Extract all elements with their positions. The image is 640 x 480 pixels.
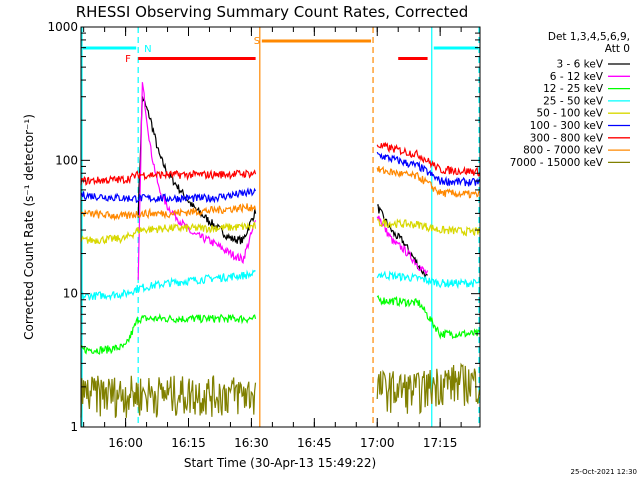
legend-header-detectors: Det 1,3,4,5,6,9,	[548, 31, 630, 43]
series-line-2-segment-0	[80, 313, 257, 355]
series-line-1-segment-1	[376, 215, 429, 276]
legend-entry-label: 6 - 12 keV	[550, 71, 604, 83]
legend-entry-label: 7000 - 15000 keV	[510, 157, 604, 169]
y-tick-label: 100	[55, 153, 78, 167]
series-line-1-segment-0	[137, 82, 257, 280]
x-tick-label: 16:30	[234, 436, 269, 450]
x-tick-label: 17:00	[360, 436, 395, 450]
plot-area: S F N	[80, 27, 481, 427]
x-tick-label: 17:15	[423, 436, 458, 450]
series-line-6-segment-0	[80, 169, 257, 186]
y-axis-label: Corrected Count Rate (s⁻¹ detector⁻¹)	[22, 114, 36, 340]
x-tick-label: 16:45	[297, 436, 332, 450]
legend-entry-label: 25 - 50 keV	[543, 95, 604, 107]
legend-entry-label: 50 - 100 keV	[536, 108, 603, 120]
series-line-0-segment-1	[377, 204, 428, 279]
series-line-8-segment-0	[80, 375, 257, 418]
series-line-2-segment-1	[376, 294, 481, 340]
x-tick-label: 16:15	[171, 436, 206, 450]
series-line-0-segment-0	[137, 96, 257, 245]
y-tick-label: 10	[63, 287, 78, 301]
legend-entry-label: 100 - 300 keV	[530, 120, 604, 132]
x-tick-label: 16:00	[108, 436, 143, 450]
series-line-3-segment-1	[376, 270, 481, 290]
series-line-4-segment-1	[376, 217, 481, 237]
chart-title: RHESSI Observing Summary Count Rates, Co…	[76, 3, 469, 21]
x-axis: 16:00 16:15 16:30 16:45 17:00 17:15	[83, 27, 462, 450]
series-line-5-segment-0	[80, 186, 257, 204]
series-line-3-segment-0	[80, 269, 256, 302]
legend-entry-label: 800 - 7000 keV	[523, 145, 604, 157]
night-label: N	[144, 44, 151, 55]
y-tick-label: 1000	[47, 20, 78, 34]
series-line-4-segment-0	[80, 221, 257, 245]
series-line-5-segment-1	[376, 151, 480, 187]
y-tick-label: 1	[70, 420, 78, 434]
legend-entry-label: 300 - 800 keV	[530, 132, 604, 144]
plot-frame	[80, 26, 481, 428]
footer-date: 25-Oct-2021 12:30	[571, 468, 637, 476]
flare-label: F	[125, 54, 131, 65]
legend-header-attenuator: Att 0	[605, 43, 630, 55]
y-axis: 1 10 100 1000	[47, 20, 480, 434]
series-line-8-segment-1	[376, 362, 481, 415]
legend-entry-label: 3 - 6 keV	[556, 59, 603, 71]
x-axis-label: Start Time (30-Apr-13 15:49:22)	[184, 456, 376, 470]
legend-entry-label: 12 - 25 keV	[543, 83, 604, 95]
series-line-6-segment-1	[376, 141, 481, 177]
saa-label: S	[254, 36, 260, 47]
series-line-7-segment-0	[80, 203, 257, 222]
series-line-7-segment-1	[376, 165, 480, 199]
